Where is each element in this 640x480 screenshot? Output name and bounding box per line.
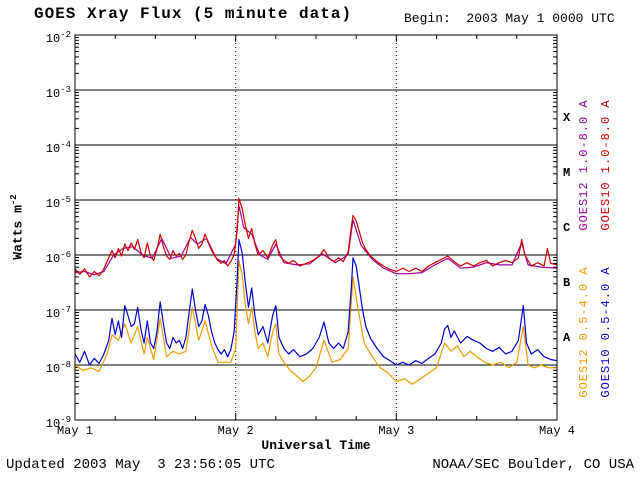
flare-class-label: A [563,330,571,345]
y-tick-label: 10-2 [45,30,71,46]
legend-goes10-short: GOES10 0.5-4.0 A [599,266,613,398]
flux-series-3 [74,239,558,366]
plot-border [74,34,558,421]
y-tick-label: 10-4 [45,140,71,156]
page-title: GOES Xray Flux (5 minute data) [34,5,353,23]
x-tick-label: May 4 [538,424,575,438]
legend-goes10-long: GOES10 1.0-8.0 A [599,99,613,231]
flare-class-label: X [563,110,571,125]
x-tick-label: May 3 [378,424,415,438]
y-tick-label: 10-8 [45,360,71,376]
y-tick-label: 10-7 [45,305,71,321]
flux-series-0 [74,204,558,276]
flare-class-label: M [563,165,571,180]
y-tick-label: 10-5 [45,195,71,211]
x-tick-label: May 2 [217,424,254,438]
x-tick-label: May 1 [56,424,93,438]
x-axis-label: Universal Time [261,438,371,453]
legend-goes12-long: GOES12 1.0-8.0 A [577,99,591,231]
flux-series-2 [74,259,557,385]
noaa-credit: NOAA/SEC Boulder, CO USA [432,457,634,473]
y-axis-label: Watts m-2 [9,194,26,260]
flare-class-label: C [563,220,571,235]
y-tick-label: 10-9 [45,415,71,431]
y-tick-label: 10-6 [45,250,71,266]
y-tick-label: 10-3 [45,85,71,101]
begin-timestamp: Begin: 2003 May 1 0000 UTC [404,11,615,26]
flux-series-1 [74,197,558,278]
updated-timestamp: Updated 2003 May 3 23:56:05 UTC [6,457,275,473]
flare-class-label: B [563,275,571,290]
legend-goes12-short: GOES12 0.5-4.0 A [577,266,591,398]
